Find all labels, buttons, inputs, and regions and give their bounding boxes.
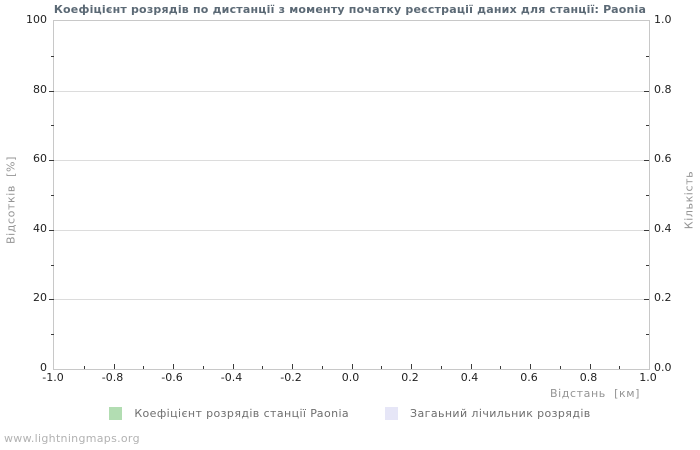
legend-label-total-counter: Загаьний лічильник розрядів — [410, 407, 591, 420]
x-axis-tick — [351, 364, 353, 369]
left-axis-tick-label: 100 — [26, 13, 47, 26]
x-axis-tick-label: -0.6 — [161, 371, 183, 384]
x-axis-tick-label: -0.2 — [280, 371, 302, 384]
y-axis-left-title: Відсотків [%] — [4, 155, 18, 245]
left-axis-tick-label: 60 — [33, 152, 47, 166]
legend-item-total-counter: Загаьний лічильник розрядів — [385, 407, 591, 420]
x-axis-tick — [440, 366, 442, 369]
x-axis-tick — [321, 366, 323, 369]
gridline — [54, 299, 649, 301]
right-axis-tick — [644, 229, 649, 231]
right-axis-tick — [646, 125, 649, 127]
right-axis-tick — [646, 195, 649, 196]
x-axis-tick-label: 1.0 — [639, 371, 657, 384]
right-axis-tick-label: 0.2 — [654, 291, 672, 305]
left-axis-tick-label: 20 — [33, 291, 47, 305]
legend-swatch-lavender — [385, 407, 399, 420]
x-axis-tick — [83, 366, 85, 369]
x-axis-tick — [619, 366, 621, 369]
x-axis-tick — [559, 366, 561, 369]
left-axis-tick — [51, 334, 54, 336]
x-axis-tick — [381, 366, 383, 369]
right-axis-tick — [644, 160, 649, 162]
right-axis-tick-label: 0.0 — [654, 361, 672, 374]
legend-item-station-coefficient: Коефіцієнт розрядів станції Paonia — [109, 407, 349, 420]
x-axis-tick — [470, 364, 472, 369]
x-axis-tick — [113, 364, 115, 369]
x-axis-tick — [173, 364, 174, 369]
plot-area — [49, 20, 650, 370]
x-axis-tick-label: 0.0 — [341, 371, 360, 384]
left-axis-tick-label: 40 — [33, 221, 47, 235]
right-axis-tick-label: 0.4 — [654, 221, 672, 235]
legend: Коефіцієнт розрядів станції Paonia Загаь… — [0, 407, 700, 420]
y-axis-right-title: Кількість — [682, 170, 696, 230]
left-axis-tick — [51, 195, 54, 196]
right-axis-tick — [646, 334, 649, 336]
x-axis-tick — [530, 364, 531, 369]
x-axis-tick-label: -1.0 — [42, 371, 64, 384]
right-axis-tick-label: 0.6 — [654, 152, 672, 166]
legend-label-station-coefficient: Коефіцієнт розрядів станції Paonia — [134, 407, 350, 420]
left-axis-tick-label: 80 — [33, 82, 47, 96]
x-axis-tick-label: 0.6 — [520, 371, 538, 384]
x-axis-tick — [202, 366, 204, 369]
legend-swatch-green — [109, 407, 123, 420]
x-axis-tick-label: 0.4 — [460, 371, 479, 384]
x-axis-tick — [411, 364, 412, 369]
x-axis-tick — [232, 364, 234, 369]
left-axis-tick — [51, 264, 54, 266]
left-axis-tick — [49, 299, 54, 301]
left-axis-tick-label: 0 — [40, 361, 47, 374]
right-axis-tick — [646, 55, 649, 57]
left-axis-tick — [51, 55, 54, 57]
left-axis-tick — [49, 90, 54, 92]
x-axis-tick-label: 0.2 — [401, 371, 419, 384]
right-axis-tick-label: 0.8 — [654, 82, 672, 96]
x-axis-tick — [143, 366, 145, 369]
left-axis-tick — [49, 160, 54, 162]
x-axis-tick-label: 0.8 — [579, 371, 598, 384]
right-axis-tick — [644, 90, 649, 92]
gridline — [54, 229, 649, 231]
x-axis-tick-label: -0.4 — [220, 371, 243, 384]
right-axis-tick — [644, 299, 649, 301]
chart-title: Коефіцієнт розрядів по дистанції з момен… — [53, 3, 647, 16]
left-axis-tick — [49, 229, 54, 231]
x-axis-tick — [262, 366, 264, 369]
right-axis-tick-label: 1.0 — [654, 13, 672, 26]
gridline — [54, 160, 649, 162]
x-axis-tick — [500, 366, 502, 369]
left-axis-tick — [51, 125, 54, 127]
watermark: www.lightningmaps.org — [4, 432, 140, 445]
gridline — [54, 90, 649, 92]
x-axis-tick — [292, 364, 293, 369]
right-axis-tick — [646, 264, 649, 266]
x-axis-tick — [589, 364, 591, 369]
x-axis-tick-label: -0.8 — [101, 371, 124, 384]
x-axis-title: Відстань [км] — [550, 387, 640, 400]
